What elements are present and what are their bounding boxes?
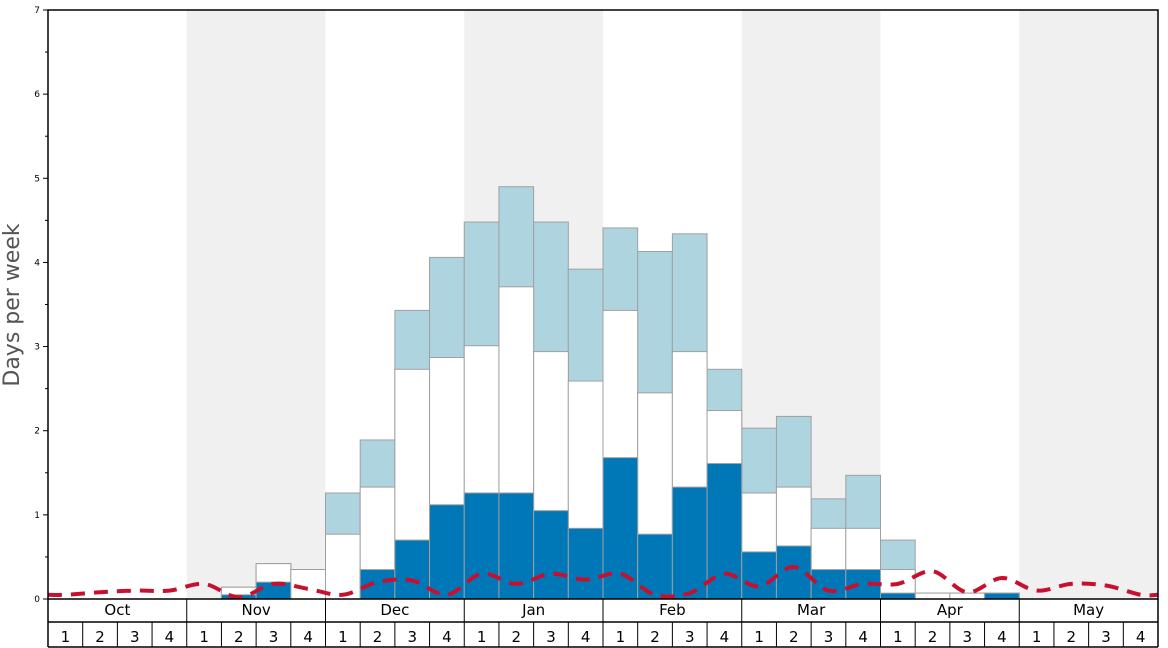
week-label: 3 (685, 628, 695, 646)
y-axis: 0 1 2 3 4 5 6 7 (34, 6, 48, 605)
y-axis-label: Days per week (0, 223, 25, 386)
bar-bottom-11 (394, 539, 431, 600)
y-tick-label: 2 (34, 427, 40, 437)
y-tick-label: 0 (34, 595, 40, 605)
week-label: 2 (373, 628, 383, 646)
y-tick-label: 5 (34, 174, 40, 184)
bars (220, 186, 1020, 600)
month-label-may: May (1073, 601, 1104, 619)
week-label: 4 (581, 628, 591, 646)
week-label: 2 (789, 628, 799, 646)
week-label: 2 (650, 628, 660, 646)
bar-middle-9 (325, 533, 361, 600)
plot-frame (47, 9, 1159, 600)
month-label-oct: Oct (104, 601, 130, 619)
week-label: 3 (824, 628, 834, 646)
week-label: 2 (1067, 628, 1077, 646)
x-axis: Oct Nov Dec Jan Feb Mar Apr May 1 2 3 4 1 2 3 4 1 2 3 4 1 2 3 4… (47, 599, 1159, 648)
week-label: 4 (858, 628, 868, 646)
week-label: 2 (95, 628, 105, 646)
week-label: 1 (61, 628, 71, 646)
average-line (47, 565, 1159, 600)
week-label: 2 (928, 628, 938, 646)
week-label: 2 (512, 628, 522, 646)
y-tick-label: 7 (34, 6, 40, 16)
week-label: 1 (199, 628, 209, 646)
week-label: 3 (407, 628, 417, 646)
bar-middle-27 (949, 592, 986, 600)
month-label-apr: Apr (937, 601, 964, 619)
average-line-group (47, 565, 1159, 600)
week-label: 1 (616, 628, 626, 646)
week-label: 3 (1101, 628, 1111, 646)
bar-bottom-19 (671, 486, 708, 600)
week-label: 3 (962, 628, 972, 646)
week-label: 4 (720, 628, 730, 646)
week-label: 3 (546, 628, 556, 646)
week-label: 3 (269, 628, 279, 646)
month-label-nov: Nov (241, 601, 270, 619)
week-label: 1 (477, 628, 487, 646)
month-label-feb: Feb (659, 601, 686, 619)
week-label: 4 (997, 628, 1007, 646)
month-label-mar: Mar (797, 601, 826, 619)
week-label: 4 (165, 628, 175, 646)
month-label-jan: Jan (521, 601, 545, 619)
bar-bottom-13 (463, 492, 500, 600)
week-label: 1 (754, 628, 764, 646)
bar-bottom-16 (567, 527, 604, 600)
bar-bottom-22 (775, 545, 812, 600)
week-label: 1 (338, 628, 348, 646)
month-label-dec: Dec (380, 601, 409, 619)
y-tick-label: 3 (34, 343, 40, 353)
y-tick-label: 6 (34, 90, 40, 100)
month-band-nov (186, 10, 326, 599)
week-label: 4 (1136, 628, 1146, 646)
bar-bottom-28 (984, 592, 1020, 600)
bar-middle-26 (914, 592, 951, 600)
bar-bottom-15 (533, 510, 569, 600)
bar-bottom-10 (359, 569, 396, 600)
y-tick-label: 1 (34, 511, 40, 521)
y-tick-label: 4 (34, 258, 40, 268)
month-band-may (1019, 10, 1158, 599)
week-label: 4 (442, 628, 452, 646)
week-label: 1 (1032, 628, 1042, 646)
bar-bottom-23 (810, 569, 847, 600)
bar-bottom-25 (880, 592, 916, 600)
bar-bottom-12 (429, 504, 465, 600)
bar-bottom-14 (498, 492, 535, 600)
week-label: 1 (893, 628, 903, 646)
week-label: 4 (303, 628, 313, 646)
week-label: 2 (234, 628, 244, 646)
week-label: 3 (130, 628, 140, 646)
bar-middle-8 (290, 569, 326, 600)
bar-bottom-21 (741, 551, 777, 600)
